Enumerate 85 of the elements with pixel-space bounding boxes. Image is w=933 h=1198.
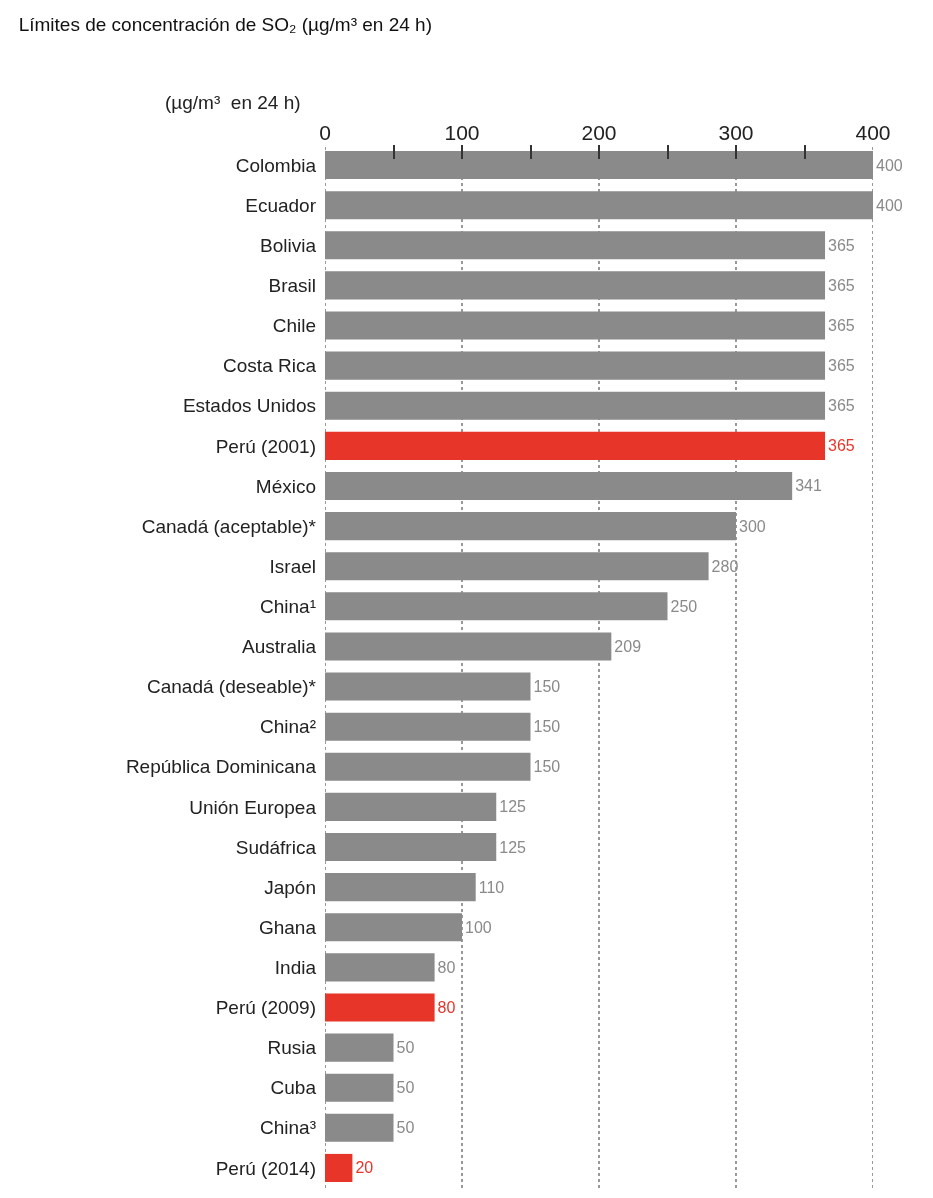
y-tick-label: República Dominicana [125,756,317,778]
x-tick-label: 300 [718,120,754,144]
y-tick-label: Canadá (aceptable)* [141,515,317,537]
bar [325,351,826,380]
bar [325,1153,353,1182]
bar [325,792,497,821]
y-tick-label: Japón [264,876,316,898]
bar [325,191,873,220]
data-label: 110 [478,878,505,896]
chart-title: Límites de concentración de SO₂ (µg/m³ en 24 h) [18,14,432,36]
data-label: 150 [533,678,561,696]
bar [325,1073,394,1102]
bar [325,231,826,260]
y-tick-label: Perú (2009) [215,997,316,1019]
y-tick-label: Rusia [267,1037,317,1059]
bar [325,993,435,1022]
x-tick-label: 100 [444,120,480,144]
y-tick-label: India [274,957,317,979]
data-label: 280 [711,557,739,575]
bar [325,873,476,902]
bar [325,632,612,661]
y-tick-label: China³ [260,1117,316,1139]
data-label: 50 [396,1079,415,1097]
x-tick-label: 200 [581,120,617,144]
bar [325,712,531,741]
bar [325,1033,394,1062]
data-label: 250 [670,597,698,615]
y-tick-label: Costa Rica [223,355,317,377]
data-label: 341 [795,477,822,495]
data-label: 365 [828,276,855,294]
y-tick-label: Bolivia [260,234,317,256]
data-label: 50 [396,1039,415,1057]
data-label: 125 [499,838,527,856]
y-tick-label: Perú (2001) [215,435,316,457]
y-tick-label: Australia [242,636,317,658]
bar [325,431,826,460]
y-tick-label: Chile [272,315,316,337]
y-tick-label: Brasil [268,275,316,297]
bar [325,752,531,781]
y-tick-label: Ecuador [245,194,317,216]
data-label: 365 [828,397,855,415]
data-label: 80 [437,998,456,1016]
bar [325,471,793,501]
bar [325,832,497,862]
y-tick-label: Cuba [270,1077,317,1099]
x-axis-title: (µg/m³ en 24 h) [165,92,301,113]
data-label: 300 [739,517,766,535]
data-label: 150 [533,758,561,776]
data-label: 365 [828,236,855,254]
bar [325,271,826,300]
bar [325,672,531,701]
bar [325,311,826,340]
data-label: 20 [355,1159,374,1177]
x-tick-label: 400 [855,120,891,144]
y-tick-label: China² [260,716,316,738]
bar [325,592,668,621]
y-tick-label: China¹ [260,595,316,617]
bar [325,512,736,541]
y-tick-label: Unión Europea [189,796,317,818]
data-label: 400 [876,196,903,214]
data-label: 365 [828,357,855,375]
y-tick-label: Estados Unidos [182,395,316,417]
bar [325,953,435,982]
bar [325,151,873,180]
y-tick-label: México [255,475,316,497]
y-tick-label: Israel [269,555,316,577]
y-tick-label: Perú (2014) [215,1157,316,1179]
data-label: 125 [499,798,527,816]
data-label: 50 [396,1119,415,1137]
bar [325,1113,394,1142]
data-label: 150 [533,718,561,736]
data-label: 80 [437,958,456,976]
bar [325,552,709,581]
y-tick-label: Ghana [258,916,317,938]
data-label: 209 [614,637,642,655]
bar [325,391,826,420]
data-label: 365 [828,317,855,335]
y-tick-label: Colombia [235,154,317,176]
data-label: 400 [876,156,903,174]
y-tick-label: Canadá (deseable)* [146,676,317,698]
x-tick-label: 0 [319,120,331,144]
bar [325,913,462,942]
y-tick-label: Sudáfrica [235,836,317,858]
data-label: 365 [828,437,855,455]
data-label: 100 [465,918,492,936]
